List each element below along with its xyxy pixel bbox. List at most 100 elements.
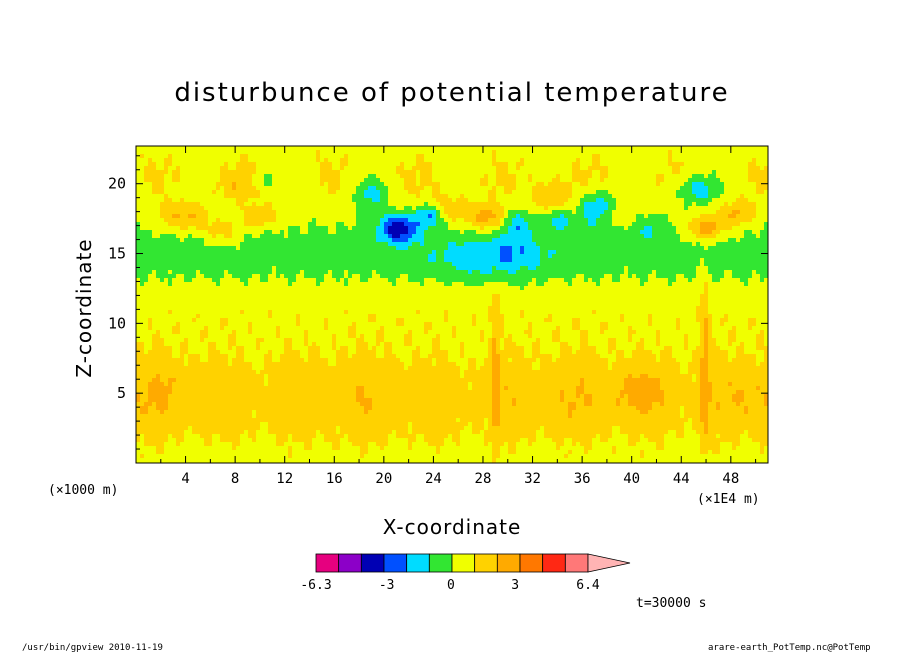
field-cell (184, 194, 189, 199)
field-cell (164, 150, 169, 155)
field-cell (348, 218, 353, 223)
field-cell (256, 166, 261, 171)
field-cell (392, 206, 397, 211)
field-cell (596, 174, 601, 179)
field-cell (528, 170, 533, 175)
field-cell (712, 194, 717, 199)
field-cell (712, 162, 717, 167)
field-cell (464, 178, 469, 183)
field-cell (492, 262, 497, 267)
field-cell (580, 154, 585, 159)
field-cell (592, 182, 597, 187)
field-cell (360, 190, 365, 195)
field-cell (352, 234, 357, 239)
field-cell (632, 254, 637, 259)
field-cell (244, 262, 249, 267)
field-cell (448, 242, 453, 247)
field-cell (708, 178, 713, 183)
field-cell (192, 170, 197, 175)
field-cell (632, 198, 637, 203)
field-cell (380, 146, 385, 151)
field-cell (208, 186, 213, 191)
field-cell (332, 202, 337, 207)
field-cell (500, 270, 505, 275)
field-cell (716, 262, 721, 267)
field-cell (268, 254, 273, 259)
field-cell (628, 178, 633, 183)
field-cell (380, 214, 385, 219)
field-cell (628, 170, 633, 175)
field-cell (288, 194, 293, 199)
field-cell (208, 262, 213, 267)
field-cell (228, 250, 233, 255)
field-cell (680, 214, 685, 219)
field-cell (468, 234, 473, 239)
field-cell (292, 246, 297, 251)
field-cell (532, 238, 537, 243)
field-cell (296, 190, 301, 195)
field-cell (708, 170, 713, 175)
field-cell (368, 186, 373, 191)
field-cell (392, 158, 397, 163)
field-cell (664, 230, 669, 235)
field-cell (496, 246, 501, 251)
field-cell (668, 266, 673, 271)
field-cell (244, 186, 249, 191)
field-cell (448, 198, 453, 203)
field-cell (448, 238, 453, 243)
field-cell (144, 170, 149, 175)
field-cell (568, 170, 573, 175)
field-cell (184, 226, 189, 231)
field-cell (428, 262, 433, 267)
field-cell (296, 238, 301, 243)
field-cell (308, 218, 313, 223)
field-cell (304, 174, 309, 179)
field-cell (684, 214, 689, 219)
field-cell (240, 246, 245, 251)
field-cell (372, 250, 377, 255)
field-cell (280, 162, 285, 167)
field-cell (764, 194, 768, 199)
field-cell (624, 158, 629, 163)
field-cell (404, 162, 409, 167)
field-cell (680, 174, 685, 179)
field-cell (656, 174, 661, 179)
field-cell (520, 174, 525, 179)
field-cell (476, 186, 481, 191)
field-cell (140, 162, 145, 167)
field-cell (180, 186, 185, 191)
field-cell (752, 230, 757, 235)
field-cell (620, 230, 625, 235)
field-cell (648, 202, 653, 207)
field-cell (332, 174, 337, 179)
field-cell (296, 242, 301, 247)
field-cell (488, 206, 493, 211)
field-cell (620, 250, 625, 255)
field-cell (244, 174, 249, 179)
field-cell (284, 186, 289, 191)
field-cell (568, 178, 573, 183)
field-cell (632, 262, 637, 267)
field-cell (356, 242, 361, 247)
field-cell (716, 206, 721, 211)
field-cell (716, 214, 721, 219)
field-cell (584, 242, 589, 247)
field-cell (756, 262, 761, 267)
field-cell (164, 230, 169, 235)
field-cell (184, 214, 189, 219)
field-cell (712, 198, 717, 203)
field-cell (724, 258, 729, 263)
field-cell (364, 218, 369, 223)
field-cell (168, 262, 173, 267)
field-cell (256, 178, 261, 183)
field-cell (696, 186, 701, 191)
field-cell (448, 166, 453, 171)
field-cell (148, 194, 153, 199)
field-cell (364, 266, 369, 271)
field-cell (588, 154, 593, 159)
field-cell (600, 182, 605, 187)
field-cell (284, 146, 289, 151)
field-cell (280, 194, 285, 199)
field-cell (488, 226, 493, 231)
